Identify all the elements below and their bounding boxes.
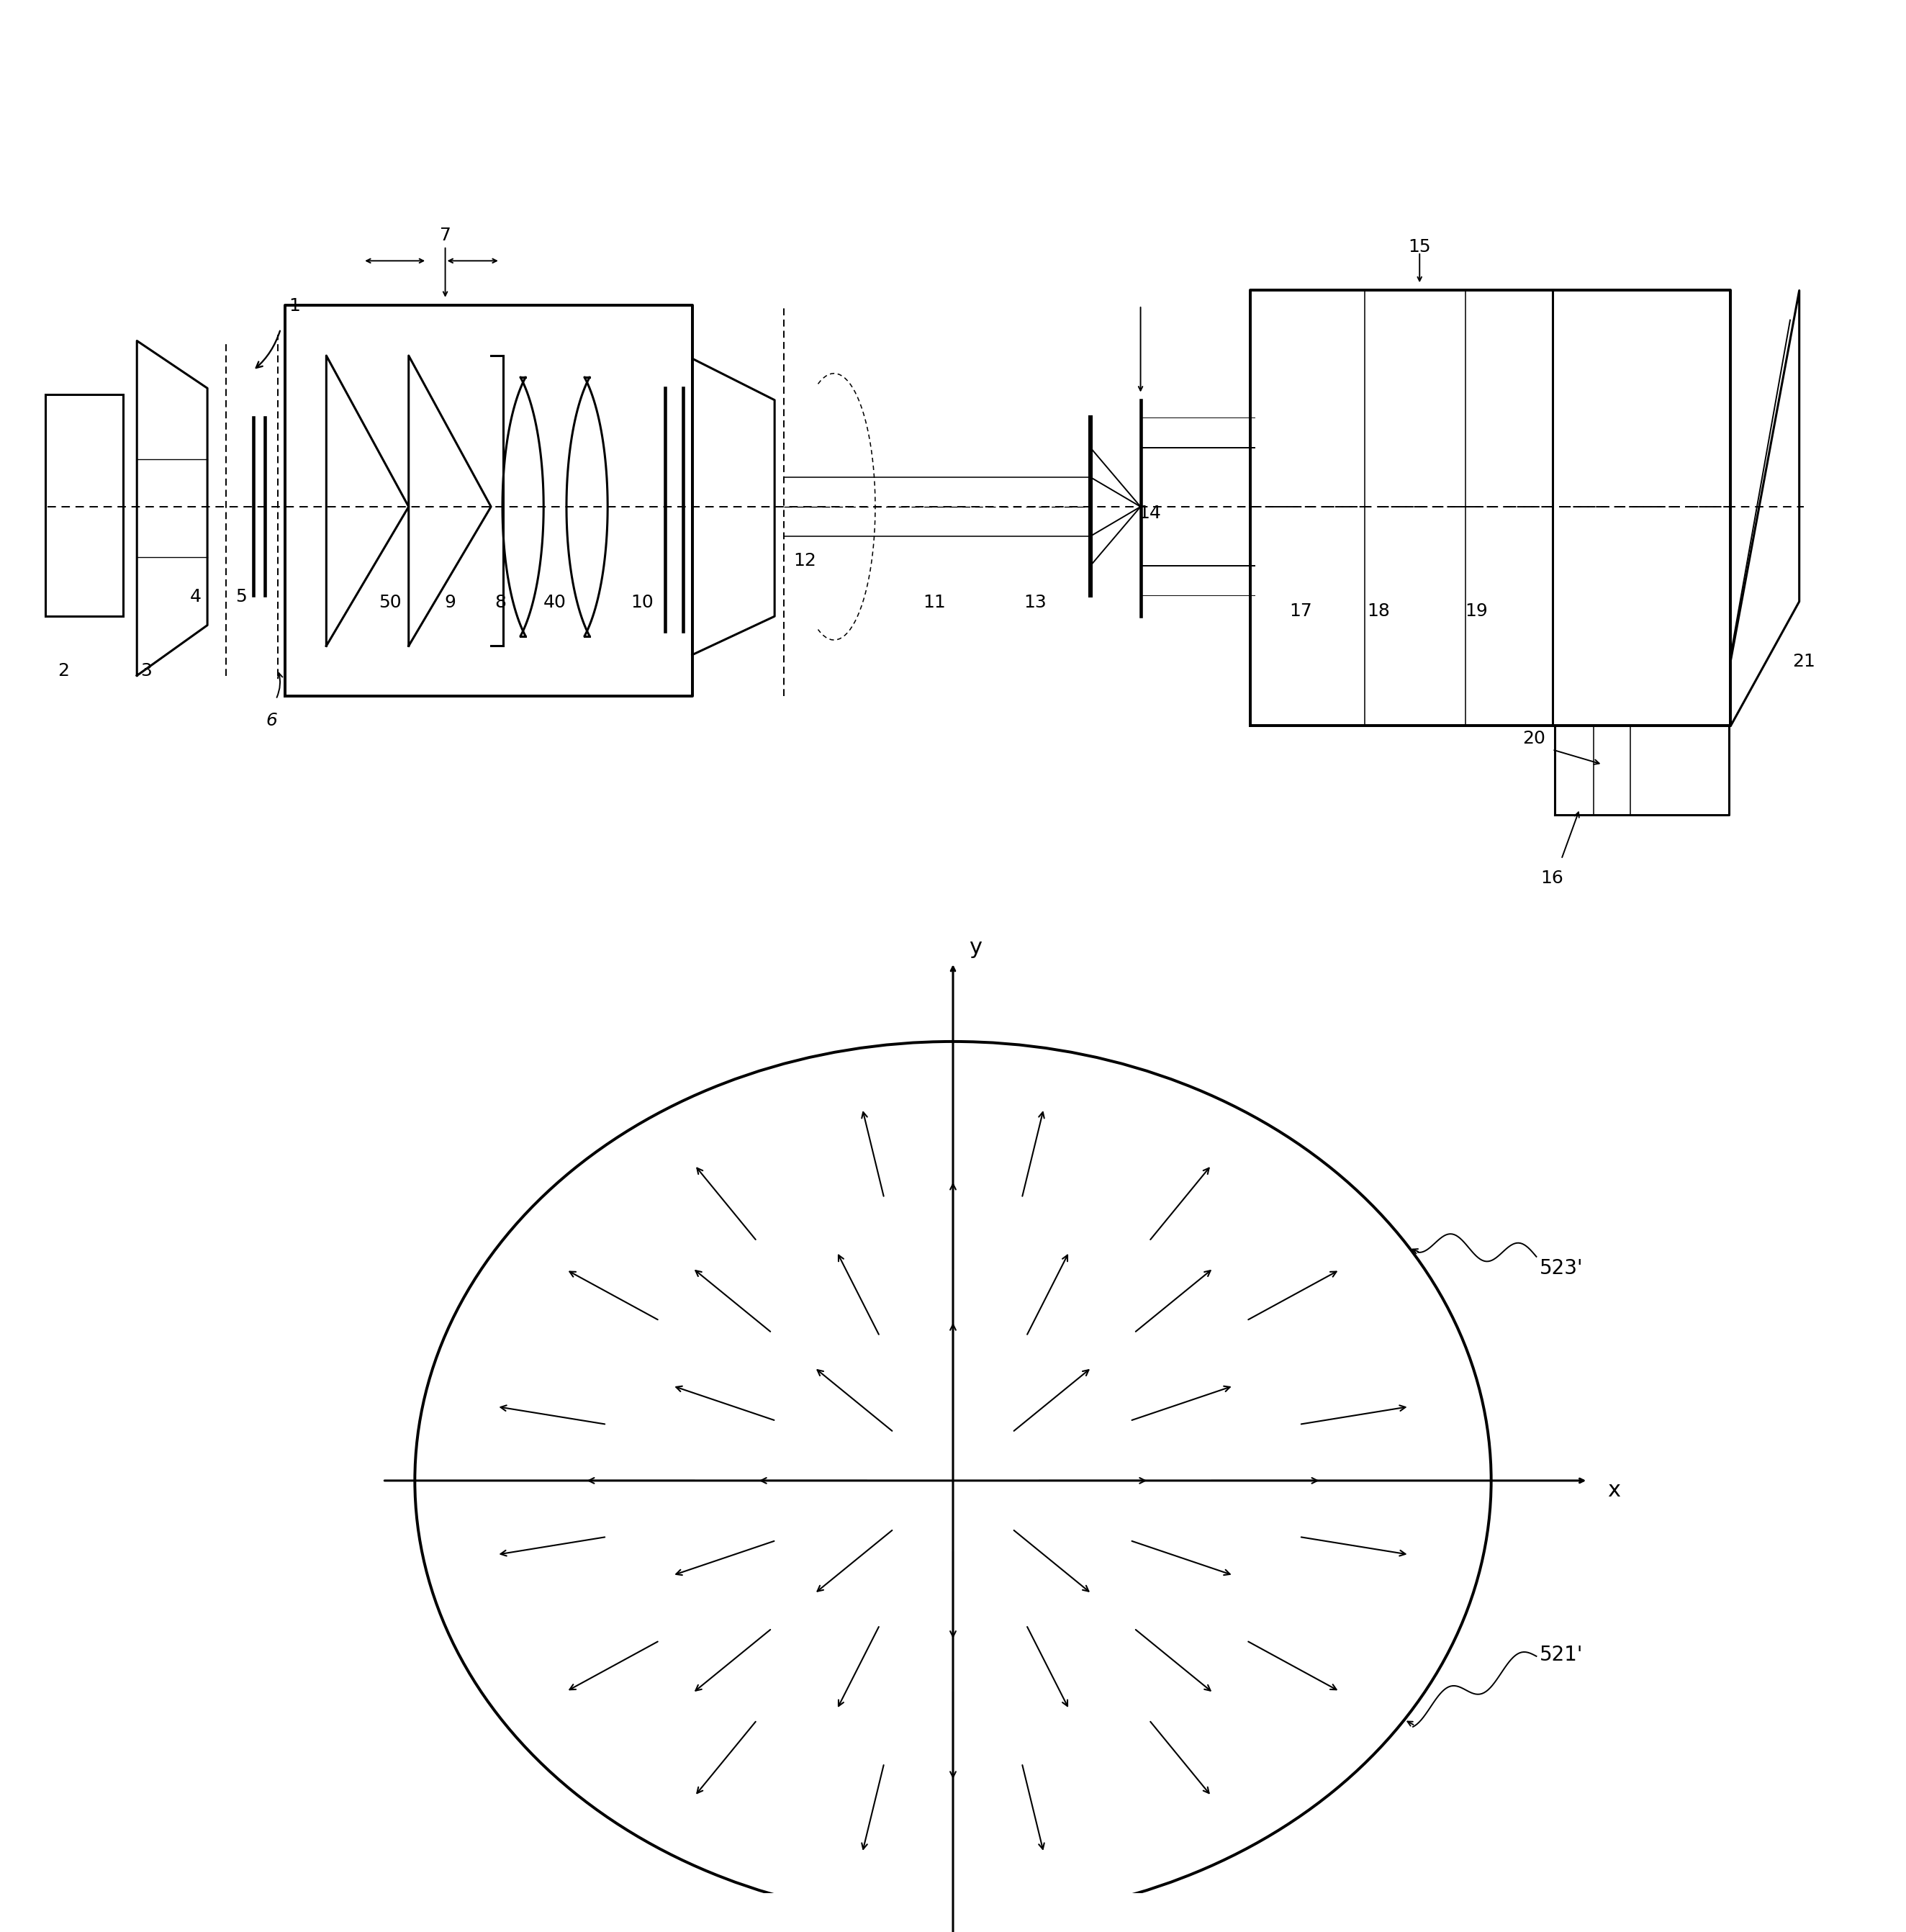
Text: 6: 6: [265, 713, 276, 730]
Text: 20: 20: [1523, 730, 1546, 748]
Text: 40: 40: [543, 593, 566, 611]
Text: x: x: [1607, 1480, 1620, 1501]
FancyArrowPatch shape: [1553, 750, 1599, 765]
Text: 18: 18: [1367, 603, 1389, 620]
Text: 13: 13: [1024, 593, 1046, 611]
FancyArrowPatch shape: [255, 330, 280, 367]
Bar: [46, 394, 124, 616]
Text: 16: 16: [1540, 869, 1563, 887]
Text: 15: 15: [1409, 238, 1431, 255]
Text: 50: 50: [379, 593, 402, 611]
Text: 8: 8: [494, 593, 505, 611]
Text: 19: 19: [1466, 603, 1489, 620]
Text: 21: 21: [1792, 653, 1815, 670]
Text: 3: 3: [141, 663, 152, 680]
Text: 5: 5: [236, 587, 248, 605]
Text: 14: 14: [1138, 504, 1161, 522]
Text: 11: 11: [923, 593, 945, 611]
Text: y: y: [968, 937, 982, 958]
Text: 521': 521': [1540, 1644, 1584, 1665]
Text: 1: 1: [288, 298, 299, 315]
FancyArrowPatch shape: [276, 672, 282, 697]
Text: 17: 17: [1288, 603, 1311, 620]
Text: 12: 12: [793, 553, 816, 570]
Text: 10: 10: [631, 593, 654, 611]
Text: 4: 4: [191, 587, 202, 605]
Text: 2: 2: [57, 663, 69, 680]
FancyArrowPatch shape: [1563, 811, 1578, 858]
Text: 9: 9: [444, 593, 456, 611]
Text: 523': 523': [1540, 1258, 1584, 1279]
Text: 7: 7: [440, 226, 452, 243]
